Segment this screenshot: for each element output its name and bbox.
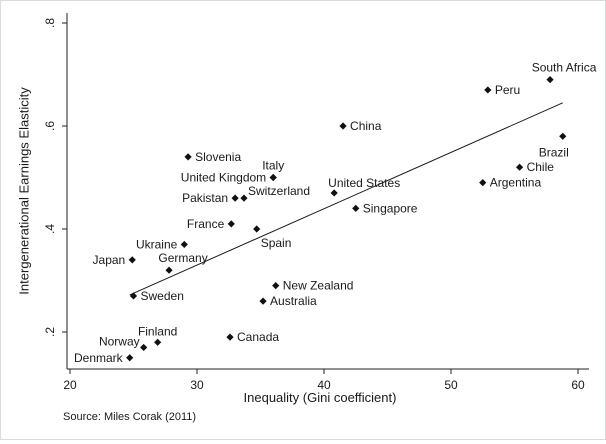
- point-label: Japan: [93, 253, 126, 267]
- point-label: Sweden: [141, 289, 184, 303]
- data-point: [140, 343, 148, 352]
- data-point: [330, 189, 338, 197]
- point-label: Australia: [270, 294, 317, 308]
- x-tick-label: 40: [317, 378, 331, 392]
- point-label: United States: [328, 176, 400, 190]
- data-point: [515, 163, 524, 171]
- data-point: [352, 204, 360, 212]
- point-label: Brazil: [539, 145, 569, 159]
- data-point: [272, 282, 280, 290]
- x-tick-label: 60: [571, 378, 585, 392]
- y-tick-label: .6: [43, 121, 57, 131]
- data-point: [269, 173, 277, 182]
- axes: 20 30 40 50 60 .2 .4 .6 .8: [43, 13, 589, 392]
- point-label: Spain: [261, 236, 292, 250]
- point-label: Norway: [99, 334, 140, 348]
- point-label: Singapore: [363, 201, 418, 215]
- data-point: [165, 266, 173, 274]
- data-point: [154, 338, 162, 346]
- point-label: France: [187, 217, 225, 231]
- point-label: China: [350, 119, 382, 133]
- point-label: South Africa: [532, 61, 597, 75]
- data-point: [126, 354, 134, 362]
- data-point: [226, 333, 234, 341]
- point-label: Canada: [237, 330, 279, 344]
- data-point: [479, 179, 487, 187]
- data-point: [128, 256, 136, 264]
- point-label: Switzerland: [248, 184, 310, 198]
- point-label: Peru: [495, 83, 520, 97]
- x-tick-label: 20: [63, 378, 77, 392]
- x-tick-label: 50: [444, 378, 458, 392]
- point-label: Ukraine: [136, 237, 178, 251]
- fit-line: [129, 102, 563, 296]
- point-label: Germany: [158, 251, 207, 265]
- y-tick-label: .8: [43, 18, 57, 28]
- data-point: [253, 225, 261, 233]
- y-tick-label: .4: [43, 224, 57, 234]
- y-axis-title: Intergenerational Earnings Elasticity: [16, 87, 31, 295]
- point-label: Italy: [262, 159, 284, 173]
- data-point: [129, 292, 138, 300]
- data-point: [240, 194, 248, 202]
- y-tick-label: .2: [43, 327, 57, 337]
- data-point: [484, 86, 492, 94]
- data-point: [231, 194, 239, 202]
- data-point: [259, 297, 267, 305]
- x-axis-title: Inequality (Gini coefficient): [244, 390, 397, 405]
- data-point: [546, 76, 554, 84]
- point-label: Argentina: [490, 176, 542, 190]
- point-label: Slovenia: [195, 150, 241, 164]
- data-point: [184, 153, 192, 161]
- point-label: United Kingdom: [181, 171, 266, 185]
- data-point: [180, 240, 188, 249]
- data-point: [559, 132, 567, 140]
- data-point: [339, 122, 347, 130]
- point-label: New Zealand: [283, 279, 354, 293]
- point-label: Chile: [527, 160, 555, 174]
- point-label: Pakistan: [182, 191, 228, 205]
- source-note: Source: Miles Corak (2011): [63, 411, 196, 423]
- point-label: Finland: [138, 324, 177, 338]
- x-tick-label: 30: [190, 378, 204, 392]
- fit-line-group: [129, 102, 563, 296]
- point-label: Denmark: [74, 351, 124, 365]
- data-point: [227, 220, 235, 228]
